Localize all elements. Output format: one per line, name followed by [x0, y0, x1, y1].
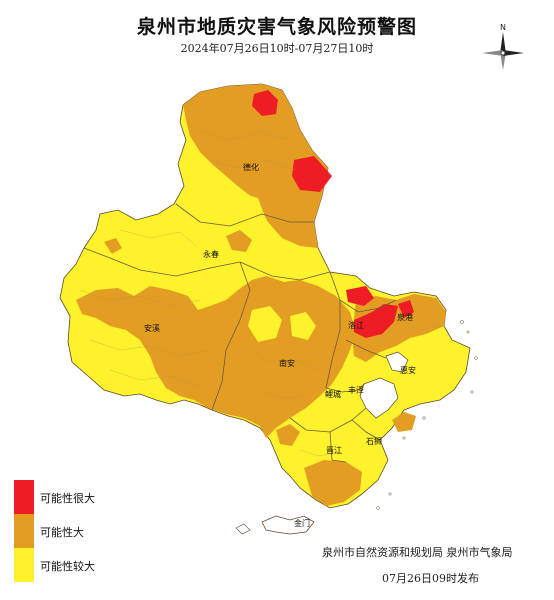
valid-period: 2024年07月26日10时-07月27日10时: [180, 42, 374, 55]
legend-swatch: [14, 480, 34, 514]
north-label: N: [500, 23, 506, 32]
label-luojiang: 洛江: [348, 320, 364, 330]
label-dehua: 德化: [243, 162, 259, 172]
publisher: 泉州市自然资源和规划局 泉州市气象局: [322, 546, 513, 559]
sea-inlets: [359, 351, 409, 419]
jinmen-island: [261, 515, 315, 535]
label-licheng: 鲤城: [325, 389, 341, 399]
legend-label: 可能性很大: [40, 492, 95, 505]
label-quangang: 泉港: [397, 312, 413, 322]
label-nanan: 南安: [279, 358, 295, 368]
coastal-islets: [376, 320, 478, 510]
township-boundaries: [79, 129, 441, 457]
page-title: 泉州市地质灾害气象风险预警图: [136, 16, 417, 38]
label-jinjiang: 晋江: [326, 446, 342, 455]
regions-very-high: [252, 90, 414, 338]
legend-item-fairly-high: 可能性较大: [14, 548, 154, 582]
legend-swatch: [14, 548, 34, 582]
legend-swatch: [14, 514, 34, 548]
legend-item-high: 可能性大: [14, 514, 154, 548]
label-anxi: 安溪: [144, 323, 160, 333]
label-yongchun: 永春: [203, 249, 219, 259]
regions-high: [76, 84, 446, 506]
label-huian: 惠安: [400, 365, 416, 375]
county-boundaries: [83, 203, 397, 463]
label-jinmen: 金门: [294, 518, 310, 528]
legend-item-very-high: 可能性很大: [14, 480, 154, 514]
legend-label: 可能性大: [40, 526, 84, 539]
label-fengze: 丰泽: [348, 385, 364, 395]
jinmen-islet: [235, 523, 251, 535]
north-arrow-icon: N: [482, 23, 524, 70]
legend-label: 可能性较大: [40, 560, 95, 573]
issued-time: 07月26日09时发布: [382, 572, 479, 585]
label-shishi: 石狮: [366, 437, 382, 446]
